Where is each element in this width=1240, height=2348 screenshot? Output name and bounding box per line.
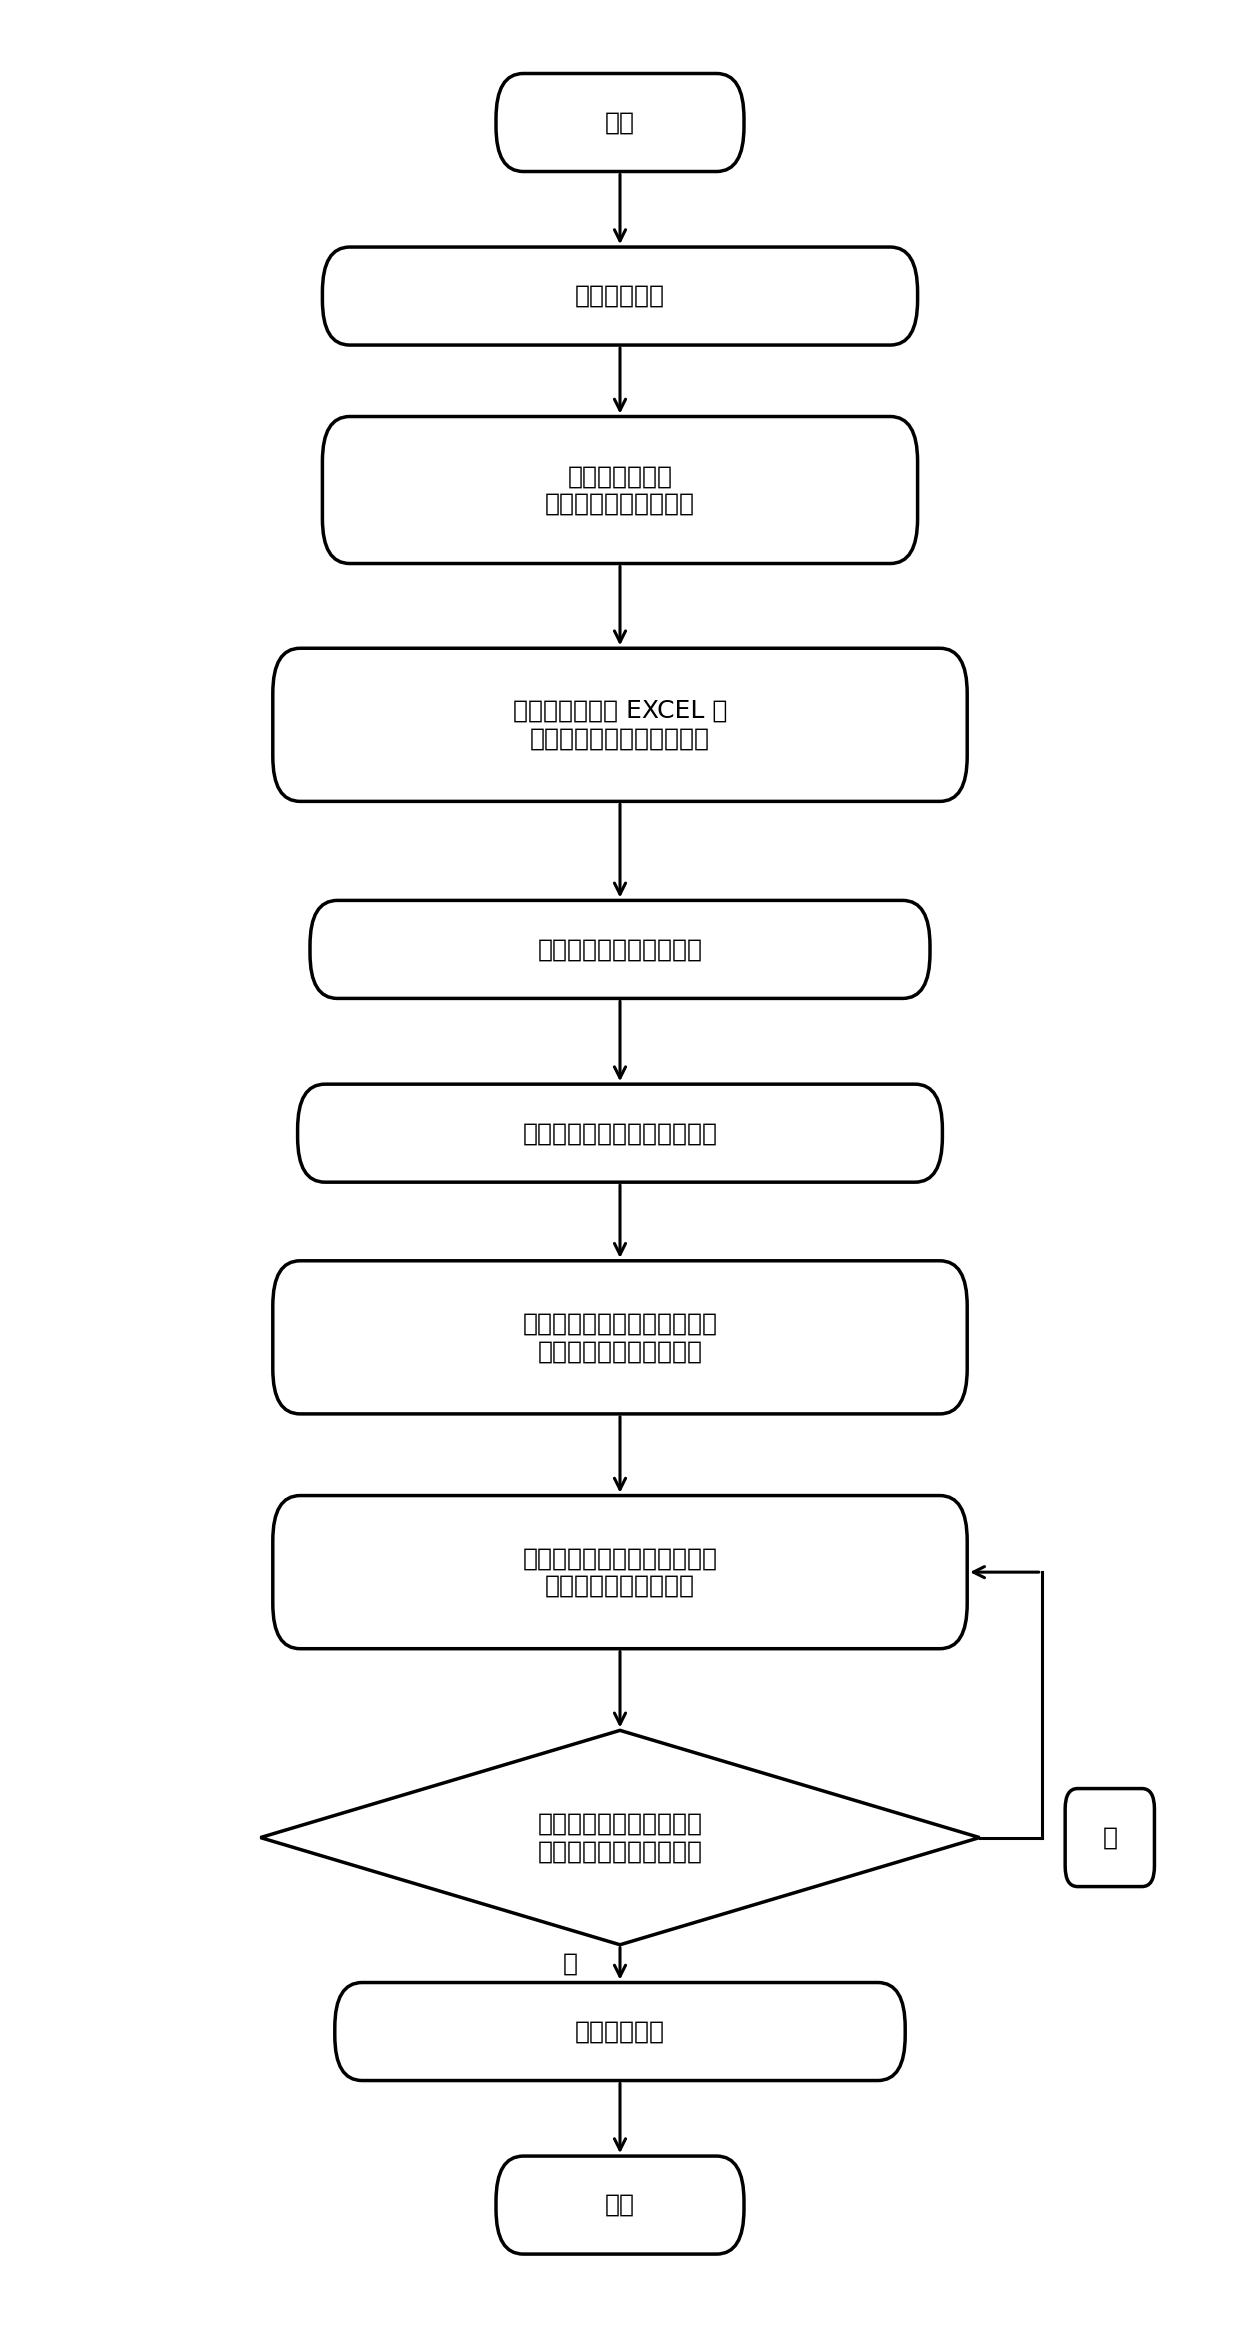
FancyBboxPatch shape [335,1982,905,2080]
FancyBboxPatch shape [273,1496,967,1648]
FancyBboxPatch shape [322,416,918,564]
Text: 启动信号采集分析软件，根据
拟合函数设置传感器参数: 启动信号采集分析软件，根据 拟合函数设置传感器参数 [522,1313,718,1364]
Text: 通电加热固化: 通电加热固化 [575,2019,665,2043]
FancyBboxPatch shape [1065,1789,1154,1885]
Text: 否: 否 [1102,1824,1117,1850]
FancyBboxPatch shape [310,899,930,998]
FancyBboxPatch shape [298,1085,942,1181]
FancyBboxPatch shape [273,1261,967,1413]
FancyBboxPatch shape [273,648,967,801]
Text: 是: 是 [563,1951,578,1975]
FancyBboxPatch shape [496,73,744,171]
Text: 启动油压机对磁极线圈逐渐加
压，进行数据采集分析: 启动油压机对磁极线圈逐渐加 压，进行数据采集分析 [522,1547,718,1599]
FancyBboxPatch shape [322,247,918,345]
Text: 开始: 开始 [605,110,635,134]
Text: 标定系统连接: 标定系统连接 [575,284,665,308]
Text: 传感器参数标定
记录电压值和标定力值: 传感器参数标定 记录电压值和标定力值 [546,465,694,517]
Text: 匝间压力分布均匀，磁极
线圈外形尺寸达到设计值: 匝间压力分布均匀，磁极 线圈外形尺寸达到设计值 [537,1813,703,1864]
FancyBboxPatch shape [496,2155,744,2254]
Polygon shape [260,1730,980,1944]
Text: 连接传感器、采集器和计算机: 连接传感器、采集器和计算机 [522,1120,718,1146]
Text: 结束: 结束 [605,2193,635,2217]
Text: 传感器埋入到磁极线圈中: 传感器埋入到磁极线圈中 [537,937,703,960]
Text: 把标定数据输入 EXCEL 进
行一次拟合，得到拟合函数: 把标定数据输入 EXCEL 进 行一次拟合，得到拟合函数 [513,700,727,751]
